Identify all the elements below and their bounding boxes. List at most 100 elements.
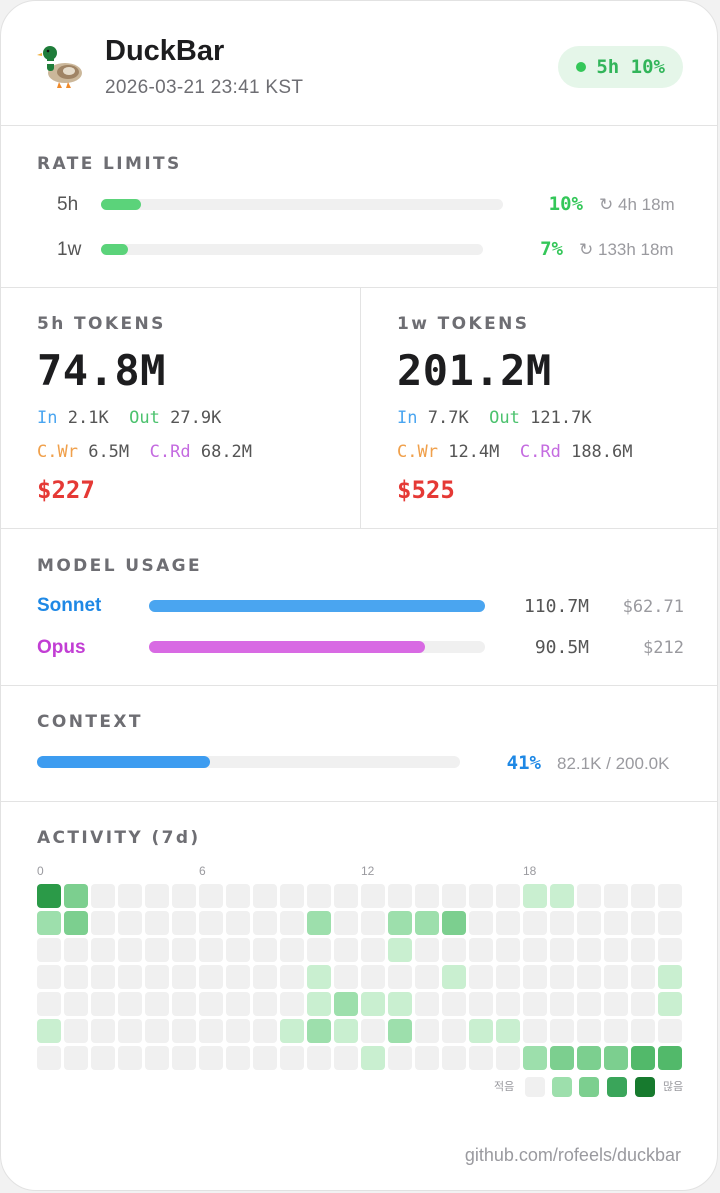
tokens-cache-line: C.Wr 12.4M C.Rd 188.6M <box>397 442 633 462</box>
activity-cell <box>280 1046 304 1070</box>
activity-cell <box>172 911 196 935</box>
activity-cell <box>199 1046 223 1070</box>
activity-cell <box>388 965 412 989</box>
activity-cell <box>91 992 115 1016</box>
activity-cell <box>91 1019 115 1043</box>
duck-icon <box>37 46 82 88</box>
activity-cell <box>226 1019 250 1043</box>
context-label: CONTEXT <box>37 712 143 732</box>
model-bar-fill <box>149 600 485 612</box>
activity-cell <box>577 965 601 989</box>
activity-cell <box>118 938 142 962</box>
activity-cell <box>523 992 547 1016</box>
status-badge[interactable]: 5h 10% <box>558 46 683 88</box>
activity-cell <box>658 911 682 935</box>
activity-cell <box>361 1046 385 1070</box>
rate-limit-percent: 7% <box>540 238 563 260</box>
activity-cell <box>118 884 142 908</box>
activity-cell <box>388 992 412 1016</box>
activity-cell <box>658 992 682 1016</box>
activity-cell <box>469 1046 493 1070</box>
model-usage-label: MODEL USAGE <box>37 556 203 576</box>
activity-cell <box>334 938 358 962</box>
activity-cell <box>199 965 223 989</box>
activity-cell <box>361 965 385 989</box>
tokens-section: 5h TOKENS 74.8M In 2.1K Out 27.9K C.Wr 6… <box>1 287 717 528</box>
activity-cell <box>361 938 385 962</box>
activity-cell <box>442 965 466 989</box>
activity-cell <box>550 938 574 962</box>
activity-cell <box>172 992 196 1016</box>
cache-write-label: C.Wr <box>397 442 438 462</box>
activity-cell <box>199 992 223 1016</box>
activity-cell <box>577 1019 601 1043</box>
tokens-5h-panel: 5h TOKENS 74.8M In 2.1K Out 27.9K C.Wr 6… <box>1 288 360 528</box>
activity-cell <box>280 911 304 935</box>
activity-cell <box>523 938 547 962</box>
model-tokens: 90.5M <box>534 637 589 658</box>
out-label: Out <box>129 408 160 428</box>
activity-cell <box>307 965 331 989</box>
rate-limit-reset: ↻ 133h 18m <box>579 240 674 260</box>
activity-cell <box>550 911 574 935</box>
cache-write-label: C.Wr <box>37 442 78 462</box>
tokens-label: 5h TOKENS <box>37 314 166 334</box>
activity-cell <box>604 938 628 962</box>
activity-cell <box>145 884 169 908</box>
activity-cell <box>415 965 439 989</box>
activity-cell <box>199 911 223 935</box>
activity-cell <box>91 911 115 935</box>
activity-cell <box>496 992 520 1016</box>
activity-cell <box>199 1019 223 1043</box>
activity-cell <box>658 938 682 962</box>
activity-cell <box>415 938 439 962</box>
activity-cell <box>577 992 601 1016</box>
activity-cell <box>280 992 304 1016</box>
activity-cell <box>91 1046 115 1070</box>
rate-limit-bar <box>101 199 503 210</box>
tokens-1w-panel: 1w TOKENS 201.2M In 7.7K Out 121.7K C.Wr… <box>361 288 717 528</box>
model-bar <box>149 641 485 653</box>
in-label: In <box>37 408 58 428</box>
activity-cell <box>496 911 520 935</box>
cache-read-label: C.Rd <box>149 442 191 462</box>
activity-cell <box>604 965 628 989</box>
context-percent: 41% <box>506 752 541 774</box>
activity-cell <box>91 965 115 989</box>
legend-high-label: 많음 <box>663 1081 684 1093</box>
activity-cell <box>442 884 466 908</box>
model-cost: $62.71 <box>622 597 684 617</box>
activity-cell <box>361 911 385 935</box>
activity-cell <box>226 911 250 935</box>
model-cost: $212 <box>643 638 684 658</box>
activity-cell <box>469 992 493 1016</box>
activity-cell <box>253 938 277 962</box>
activity-cell <box>550 965 574 989</box>
github-link[interactable]: github.com/rofeels/duckbar <box>464 1145 681 1165</box>
tokens-label: 1w TOKENS <box>397 314 530 334</box>
hour-label-6: 6 <box>199 864 206 878</box>
rate-limit-fill <box>101 244 128 255</box>
activity-cell <box>253 992 277 1016</box>
activity-cell <box>415 1019 439 1043</box>
activity-cell <box>496 965 520 989</box>
activity-cell <box>388 938 412 962</box>
activity-cell <box>496 1046 520 1070</box>
activity-cell <box>118 911 142 935</box>
activity-cell <box>442 992 466 1016</box>
activity-cell <box>307 1046 331 1070</box>
activity-cell <box>91 884 115 908</box>
activity-cell <box>523 911 547 935</box>
activity-cell <box>523 884 547 908</box>
activity-cell <box>199 938 223 962</box>
rate-limit-bar <box>101 244 483 255</box>
activity-cell <box>631 938 655 962</box>
activity-cell <box>307 911 331 935</box>
cache-read-value: 68.2M <box>200 442 253 462</box>
activity-cell <box>226 938 250 962</box>
activity-cell <box>658 1046 682 1070</box>
model-name: Opus <box>37 637 86 658</box>
model-bar <box>149 600 485 612</box>
in-value: 2.1K <box>67 408 109 428</box>
activity-cell <box>280 965 304 989</box>
